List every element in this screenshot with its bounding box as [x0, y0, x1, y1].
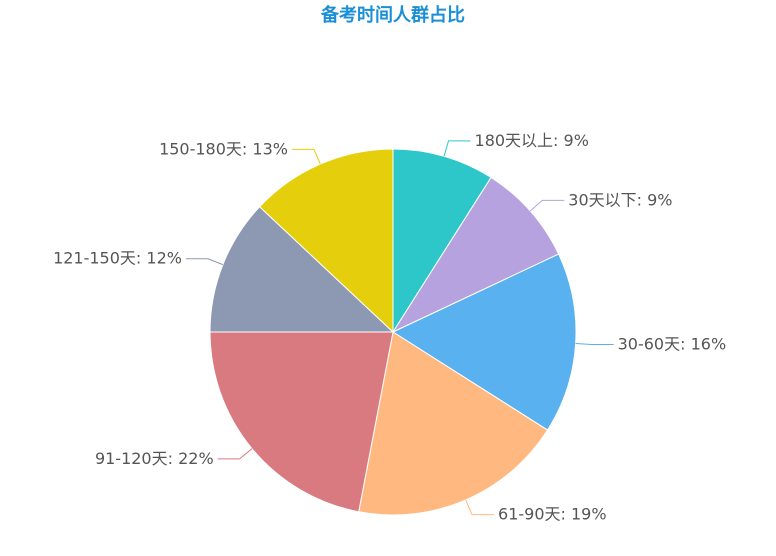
slice-label: 30天以下: 9% — [568, 190, 672, 209]
slice-label: 91-120天: 22% — [95, 449, 214, 468]
leader-line — [575, 342, 614, 345]
slice-label: 61-90天: 19% — [498, 505, 607, 524]
pie-slice — [358, 331, 549, 516]
label-leader-lines — [185, 140, 614, 516]
slice-label: 121-150天: 12% — [53, 249, 182, 268]
slice-labels: 180天以上: 9% 30天以下: 9% 30-60天: 16% 61-90天: 19… — [53, 131, 726, 524]
leader-line — [529, 199, 565, 212]
slice-label: 30-60天: 16% — [618, 335, 727, 354]
leader-line — [291, 148, 321, 165]
pie-slices — [209, 148, 577, 516]
pie-slice — [209, 206, 395, 333]
slice-label: 150-180天: 13% — [159, 139, 288, 158]
chart-title: 备考时间人群占比 — [320, 4, 465, 26]
pie-slice — [209, 331, 394, 513]
slice-label: 180天以上: 9% — [475, 131, 589, 150]
leader-line — [217, 448, 253, 460]
leader-line — [443, 140, 471, 157]
pie-slice — [391, 176, 560, 334]
leader-line — [185, 258, 224, 266]
pie-slice — [391, 253, 577, 431]
pie-slice — [258, 148, 394, 334]
leader-line — [465, 499, 495, 516]
